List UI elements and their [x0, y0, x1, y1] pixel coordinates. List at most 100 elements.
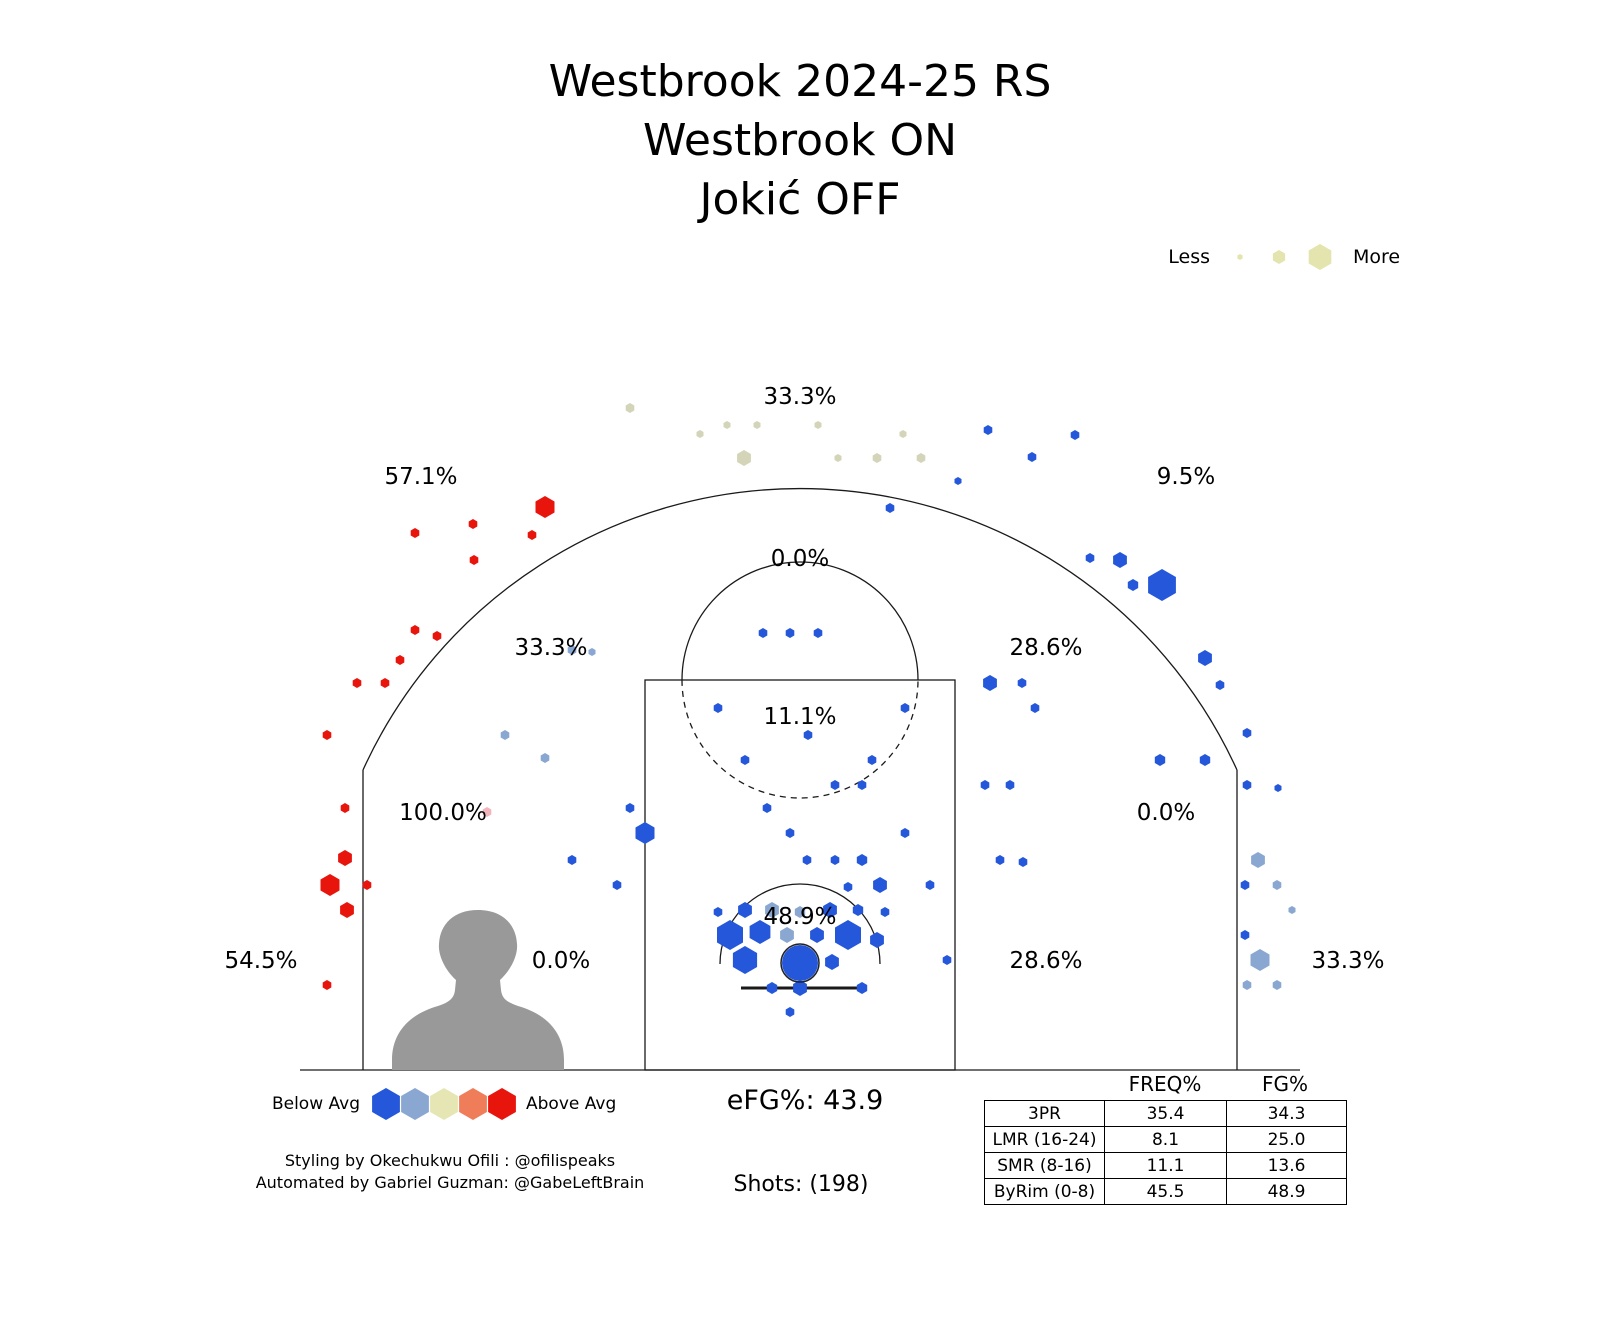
rim-circle — [780, 943, 820, 983]
zone-percentage-label: 0.0% — [532, 948, 590, 974]
shot-hex-marker — [810, 927, 824, 943]
zone-label-layer: 33.3% 57.1% 9.5% 0.0% 33.3% 28.6% 11.1% 100.0% 0… — [224, 384, 1384, 974]
stats-row: ByRim (0-8) 45.5 48.9 — [984, 1178, 1347, 1205]
size-legend-hex — [1237, 254, 1243, 260]
shot-hex-marker — [410, 625, 420, 635]
shot-hex-marker — [713, 703, 723, 713]
stats-freq-value: 8.1 — [1104, 1126, 1227, 1153]
shot-hex-marker — [900, 828, 910, 838]
size-legend-less-label: Less — [1168, 246, 1210, 268]
zone-percentage-label: 33.3% — [1311, 948, 1384, 974]
shot-hex-marker — [995, 855, 1005, 865]
shot-hex-marker — [1250, 949, 1270, 971]
shot-hex-marker — [567, 855, 577, 865]
color-legend-hex — [372, 1088, 400, 1120]
shot-hex-marker — [830, 780, 840, 790]
shot-hex-marker — [814, 421, 822, 429]
shot-hex-marker — [410, 528, 420, 538]
zone-percentage-label: 33.3% — [763, 384, 836, 410]
color-legend-hex — [488, 1088, 516, 1120]
stats-row: 3PR 35.4 34.3 — [984, 1100, 1347, 1127]
shot-hex-marker — [713, 907, 723, 917]
stats-row: LMR (16-24) 8.1 25.0 — [984, 1126, 1347, 1153]
shot-hex-marker — [765, 902, 779, 918]
shot-hex-marker — [340, 803, 350, 813]
shot-hex-marker — [873, 877, 887, 893]
shot-hex-marker — [1018, 857, 1028, 867]
shot-hex-marker — [758, 628, 768, 638]
shot-hex-marker — [1240, 880, 1250, 890]
shot-hex-marker — [867, 755, 877, 765]
shot-hex-marker — [880, 907, 890, 917]
shot-hex-marker — [432, 631, 442, 641]
shot-hex-marker — [983, 425, 993, 435]
zone-percentage-label: 48.9% — [763, 904, 836, 930]
title-line-3: Jokić OFF — [699, 174, 901, 225]
lane-box — [644, 679, 956, 1071]
shot-hex-marker — [749, 920, 771, 944]
shot-hex-marker — [899, 430, 907, 438]
shot-hex-marker — [753, 421, 761, 429]
shot-hex-marker — [625, 803, 635, 813]
stats-zone-label: LMR (16-24) — [984, 1126, 1105, 1153]
color-legend-below-label: Below Avg — [271, 1094, 360, 1114]
shot-hex-marker — [916, 453, 926, 463]
shots-summary: Shots: (198) — [733, 1172, 869, 1197]
zone-percentage-label: 100.0% — [399, 800, 487, 826]
stats-freq-value: 11.1 — [1104, 1152, 1227, 1179]
shot-hex-marker — [1199, 754, 1211, 766]
shot-hex-marker — [1148, 569, 1176, 601]
shot-hex-marker — [834, 454, 842, 462]
shot-hex-marker — [468, 519, 478, 529]
color-legend-above-label: Above Avg — [526, 1094, 617, 1114]
shot-hex-marker — [830, 855, 840, 865]
shot-hex-marker — [527, 530, 537, 540]
free-throw-circle-top — [681, 561, 919, 681]
zone-percentage-label: 0.0% — [1137, 800, 1195, 826]
efg-summary: eFG%: 43.9 — [726, 1085, 884, 1116]
hex-layer — [320, 403, 1296, 1017]
shot-hex-marker — [737, 450, 751, 466]
shot-hex-marker — [793, 980, 807, 996]
shot-hex-marker — [942, 955, 952, 965]
stats-fg-value: 34.3 — [1226, 1100, 1347, 1127]
shot-hex-marker — [802, 855, 812, 865]
shot-hex-marker — [322, 730, 332, 740]
stats-zone-label: ByRim (0-8) — [984, 1178, 1105, 1205]
stats-fg-value: 13.6 — [1226, 1152, 1347, 1179]
shot-hex-marker — [320, 874, 340, 896]
shot-hex-marker — [1030, 703, 1040, 713]
three-point-arc — [362, 488, 1238, 771]
shot-hex-marker — [1113, 552, 1127, 568]
shot-hex-marker — [1154, 754, 1166, 766]
shot-hex-marker — [500, 730, 510, 740]
shot-hex-marker — [340, 902, 354, 918]
color-legend-markers — [372, 1088, 516, 1120]
shot-hex-marker — [362, 880, 372, 890]
zone-percentage-label: 11.1% — [763, 704, 836, 730]
shot-hex-marker — [395, 655, 405, 665]
rim — [780, 943, 820, 983]
color-legend-hex — [401, 1088, 429, 1120]
size-legend-hex — [1308, 244, 1332, 270]
stats-fg-value: 25.0 — [1226, 1126, 1347, 1153]
shot-hex-marker — [696, 430, 704, 438]
shot-hex-marker — [872, 453, 882, 463]
shot-hex-marker — [625, 403, 635, 413]
stats-zone-label: SMR (8-16) — [984, 1152, 1105, 1179]
credits: Styling by Okechukwu Ofili : @ofilispeak… — [256, 1150, 645, 1194]
shot-hex-marker — [469, 555, 479, 565]
shot-hex-marker — [1274, 784, 1282, 792]
shot-hex-marker — [1127, 579, 1139, 591]
shot-hex-marker — [856, 982, 868, 994]
shot-hex-marker — [1005, 780, 1015, 790]
shot-hex-marker — [338, 850, 352, 866]
size-legend-markers — [1237, 244, 1332, 270]
credits-line-1: Styling by Okechukwu Ofili : @ofilispeak… — [284, 1151, 616, 1170]
shot-hex-marker — [1085, 553, 1095, 563]
zone-percentage-label: 9.5% — [1157, 464, 1215, 490]
shot-hex-marker — [1017, 678, 1027, 688]
zone-percentage-label: 57.1% — [384, 464, 457, 490]
shot-hex-marker — [813, 628, 823, 638]
